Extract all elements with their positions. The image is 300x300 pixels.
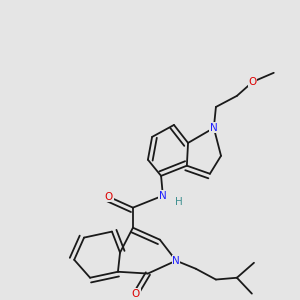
Text: N: N — [159, 191, 167, 201]
Text: O: O — [105, 192, 113, 202]
Text: N: N — [172, 256, 180, 266]
Text: H: H — [176, 196, 183, 207]
Text: O: O — [132, 289, 140, 298]
Text: N: N — [210, 123, 218, 133]
Text: O: O — [249, 77, 257, 87]
